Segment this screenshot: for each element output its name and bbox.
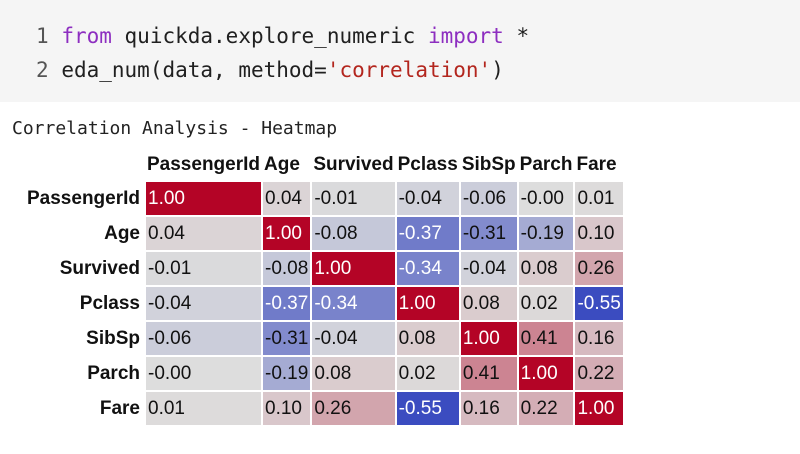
code-line-1: 1 from quickda.explore_numeric import * <box>36 22 529 50</box>
import-target: * <box>503 24 530 48</box>
heatmap-cell: -0.31 <box>263 322 311 355</box>
keyword-from: from <box>61 24 112 48</box>
heatmap-row: Fare 0.01 0.10 0.26 -0.55 0.16 0.22 1.00 <box>26 392 623 425</box>
code-cell[interactable]: 1 from quickda.explore_numeric import * … <box>0 0 800 102</box>
heatmap-cell: 1.00 <box>518 357 574 390</box>
keyword-import: import <box>427 24 504 48</box>
heatmap-row: Age 0.04 1.00 -0.08 -0.37 -0.31 -0.19 0.10 <box>26 217 623 250</box>
output-title: Correlation Analysis - Heatmap <box>12 118 338 139</box>
row-label: SibSp <box>86 327 140 349</box>
row-label: PassengerId <box>27 187 140 209</box>
heatmap-cell: 0.41 <box>518 322 574 355</box>
heatmap-cell: -0.04 <box>312 322 395 355</box>
heatmap-cell: -0.00 <box>146 357 261 390</box>
code-line-2: 2 eda_num(data, method='correlation') <box>36 56 504 84</box>
row-label: Fare <box>99 397 140 419</box>
line-number: 2 <box>36 58 49 82</box>
heatmap-row: Pclass -0.04 -0.37 -0.34 1.00 0.08 0.02 -0.55 <box>26 287 623 320</box>
column-header: Fare <box>576 154 617 175</box>
heatmap-cell: 0.01 <box>575 182 623 215</box>
heatmap-cell: -0.08 <box>312 217 395 250</box>
heatmap-cell: -0.04 <box>146 287 261 320</box>
heatmap-cell: 1.00 <box>575 392 623 425</box>
column-header: SibSp <box>461 154 516 175</box>
column-header: PassengerId <box>147 154 260 175</box>
column-header: Age <box>264 154 300 175</box>
line-number: 1 <box>36 24 49 48</box>
module-name: quickda.explore_numeric <box>111 24 428 48</box>
heatmap-cell: 1.00 <box>396 287 459 320</box>
heatmap-cell: 0.10 <box>263 392 311 425</box>
heatmap-row: SibSp -0.06 -0.31 -0.04 0.08 1.00 0.41 0.16 <box>26 322 623 355</box>
heatmap-cell: -0.34 <box>312 287 395 320</box>
heatmap-cell: -0.04 <box>460 252 517 285</box>
corner-cell <box>26 150 144 180</box>
correlation-heatmap: PassengerId Age Survived Pclass SibSp Pa… <box>24 148 625 427</box>
function-call: eda_num(data, method= <box>61 58 327 82</box>
heatmap-cell: -0.01 <box>312 182 395 215</box>
heatmap-cell: -0.04 <box>396 182 459 215</box>
heatmap-cell: 1.00 <box>312 252 395 285</box>
heatmap-cell: 0.04 <box>263 182 311 215</box>
heatmap-cell: 0.08 <box>396 322 459 355</box>
heatmap-cell: 0.26 <box>575 252 623 285</box>
heatmap-cell: 0.16 <box>460 392 517 425</box>
heatmap-cell: 0.08 <box>312 357 395 390</box>
heatmap-cell: 0.16 <box>575 322 623 355</box>
heatmap-cell: 0.22 <box>518 392 574 425</box>
heatmap-cell: -0.01 <box>146 252 261 285</box>
column-header: Survived <box>313 154 394 175</box>
call-close: ) <box>491 58 504 82</box>
heatmap-cell: -0.37 <box>263 287 311 320</box>
heatmap-row: PassengerId 1.00 0.04 -0.01 -0.04 -0.06 -0.00 0… <box>26 182 623 215</box>
heatmap-row: Parch -0.00 -0.19 0.08 0.02 0.41 1.00 0.22 <box>26 357 623 390</box>
heatmap-cell: 0.01 <box>146 392 261 425</box>
row-label: Parch <box>87 362 140 384</box>
heatmap-cell: 0.02 <box>396 357 459 390</box>
heatmap-cell: -0.06 <box>460 182 517 215</box>
string-literal: 'correlation' <box>326 58 492 82</box>
heatmap-cell: 0.22 <box>575 357 623 390</box>
heatmap-cell: 0.08 <box>460 287 517 320</box>
heatmap-cell: -0.55 <box>396 392 459 425</box>
heatmap-cell: -0.37 <box>396 217 459 250</box>
heatmap-cell: -0.31 <box>460 217 517 250</box>
heatmap-cell: 0.26 <box>312 392 395 425</box>
heatmap-cell: -0.06 <box>146 322 261 355</box>
heatmap-cell: 0.08 <box>518 252 574 285</box>
header-row: PassengerId Age Survived Pclass SibSp Pa… <box>26 150 623 180</box>
heatmap-cell: -0.34 <box>396 252 459 285</box>
heatmap-cell: 0.41 <box>460 357 517 390</box>
heatmap-cell: 0.02 <box>518 287 574 320</box>
row-label: Age <box>104 222 140 244</box>
heatmap-cell: -0.19 <box>263 357 311 390</box>
heatmap-row: Survived -0.01 -0.08 1.00 -0.34 -0.04 0.08 0.26 <box>26 252 623 285</box>
heatmap-cell: 1.00 <box>460 322 517 355</box>
row-label: Survived <box>59 257 140 279</box>
heatmap-cell: -0.55 <box>575 287 623 320</box>
heatmap-cell: 0.04 <box>146 217 261 250</box>
column-header: Parch <box>519 154 573 175</box>
heatmap-cell: -0.08 <box>263 252 311 285</box>
row-label: Pclass <box>79 292 140 314</box>
heatmap-cell: 0.10 <box>575 217 623 250</box>
heatmap-cell: -0.19 <box>518 217 574 250</box>
heatmap-cell: 1.00 <box>146 182 261 215</box>
column-header: Pclass <box>397 154 458 175</box>
heatmap-cell: -0.00 <box>518 182 574 215</box>
heatmap-cell: 1.00 <box>263 217 311 250</box>
